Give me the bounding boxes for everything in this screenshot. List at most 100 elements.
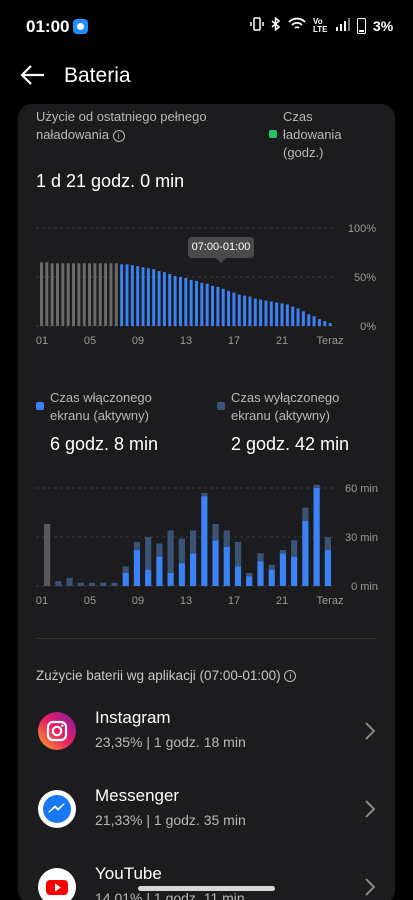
x-tick-label: 01 (36, 335, 48, 347)
screen-on-bar (122, 572, 129, 586)
instagram-icon (38, 712, 76, 750)
screen-off-bar (55, 581, 62, 586)
battery-bar (216, 286, 220, 326)
charging-legend: Czas ładowania (godz.) (283, 109, 342, 160)
screen-off-bar (201, 492, 208, 497)
screen-off-bar (223, 530, 230, 547)
x-tick-label: Teraz (317, 335, 344, 347)
screen-off-bar (302, 507, 309, 521)
messenger-notification-icon (73, 19, 88, 34)
battery-bar (317, 319, 321, 326)
battery-bar (328, 323, 332, 326)
battery-bar (200, 282, 204, 326)
y-tick-label: 0 min (351, 581, 378, 593)
battery-bar (152, 269, 156, 326)
home-indicator[interactable] (138, 886, 275, 891)
app-header: Bateria (0, 56, 413, 96)
screen-off-bar (66, 577, 73, 586)
app-name: YouTube (95, 864, 162, 883)
apps-section-title: Zużycie baterii wg aplikacji (07:00-01:0… (36, 667, 297, 685)
screen-on-bar (212, 540, 219, 586)
x-tick-label: 21 (276, 335, 288, 347)
battery-bar (275, 302, 279, 326)
battery-bar (195, 280, 198, 326)
battery-bar (323, 321, 327, 326)
status-time: 01:00 (26, 17, 70, 36)
battery-bar (178, 277, 182, 326)
screen-on-bar (223, 546, 230, 586)
signal-icon (336, 17, 350, 34)
battery-bar (259, 299, 263, 326)
battery-bar (301, 311, 305, 326)
status-bar: 01:00 Vo LTE 3% (0, 0, 413, 52)
battery-bar (146, 268, 150, 326)
battery-bar (162, 272, 166, 326)
screen-off-bar (111, 582, 118, 586)
app-row-youtube[interactable]: YouTube 14,01% | 1 godz. 11 min (18, 860, 395, 900)
x-tick-label: 21 (276, 595, 288, 607)
battery-bar (221, 288, 225, 326)
x-tick-label: 05 (84, 335, 96, 347)
screen-off-bar (44, 523, 51, 586)
screen-off-bar (88, 582, 96, 586)
vibrate-icon (250, 17, 264, 34)
screen-off-legend-dot (217, 402, 225, 410)
battery-bar (72, 263, 76, 326)
battery-bar (307, 314, 311, 326)
battery-bar (93, 263, 97, 326)
bluetooth-icon (271, 16, 281, 34)
battery-bar (189, 279, 193, 326)
x-tick-label: 13 (180, 335, 192, 347)
y-tick-label: 0% (360, 321, 376, 333)
screen-off-bar (167, 530, 174, 573)
x-tick-label: 09 (132, 595, 144, 607)
battery-bar (130, 265, 134, 326)
usage-label: Użycie od ostatniego pełnego naładowania… (36, 108, 236, 144)
screen-off-bar (313, 484, 320, 488)
apps-section-title-text: Zużycie baterii wg aplikacji (07:00-01:0… (36, 668, 281, 683)
screen-on-bar (291, 556, 298, 586)
battery-level-chart: 100% 50% 0% 01 05 09 13 17 21 Teraz (36, 223, 376, 347)
y-tick-label: 60 min (345, 483, 378, 495)
battery-bar (45, 262, 49, 326)
battery-bar (237, 294, 241, 326)
apps-info-icon[interactable]: i (284, 670, 297, 683)
battery-bar (82, 263, 86, 326)
info-icon[interactable]: i (112, 129, 125, 142)
battery-bar (136, 266, 140, 326)
x-tick-label: 17 (228, 335, 240, 347)
app-row-instagram[interactable]: Instagram 23,35% | 1 godz. 18 min (18, 704, 395, 774)
screen-on-bar (167, 572, 174, 586)
volte-label: Vo LTE (313, 16, 328, 34)
screen-on-bar (268, 569, 275, 586)
screen-off-bar (122, 566, 129, 573)
screen-on-legend-dot (36, 402, 44, 410)
x-tick-label: 13 (180, 595, 192, 607)
y-tick-label: 100% (348, 223, 376, 235)
battery-bar (253, 298, 257, 326)
battery-bar (120, 264, 124, 326)
screen-off-bar (156, 543, 163, 557)
screen-off-bar (100, 582, 107, 586)
app-stat: 14,01% | 1 godz. 11 min (95, 890, 245, 900)
back-arrow-icon[interactable] (18, 61, 46, 89)
screen-off-bar (279, 550, 287, 554)
charging-legend-dot (269, 130, 277, 138)
battery-bar (227, 290, 231, 326)
screen-off-bar (257, 553, 264, 562)
chevron-right-icon (364, 721, 376, 741)
screen-on-bar (156, 556, 163, 586)
battery-bar (168, 274, 172, 326)
screen-off-bar (291, 540, 298, 557)
screen-on-bar (246, 576, 253, 586)
app-row-messenger[interactable]: Messenger 21,33% | 1 godz. 35 min (18, 782, 395, 852)
app-stat: 21,33% | 1 godz. 35 min (95, 812, 246, 828)
battery-percent: 3% (373, 17, 394, 34)
battery-bar (211, 285, 214, 326)
status-icons: Vo LTE 3% (250, 16, 394, 34)
battery-bar (296, 308, 300, 326)
battery-bar (285, 304, 289, 326)
battery-bar (173, 276, 177, 326)
battery-bar (109, 263, 113, 326)
screen-on-value: 6 godz. 8 min (50, 434, 159, 454)
